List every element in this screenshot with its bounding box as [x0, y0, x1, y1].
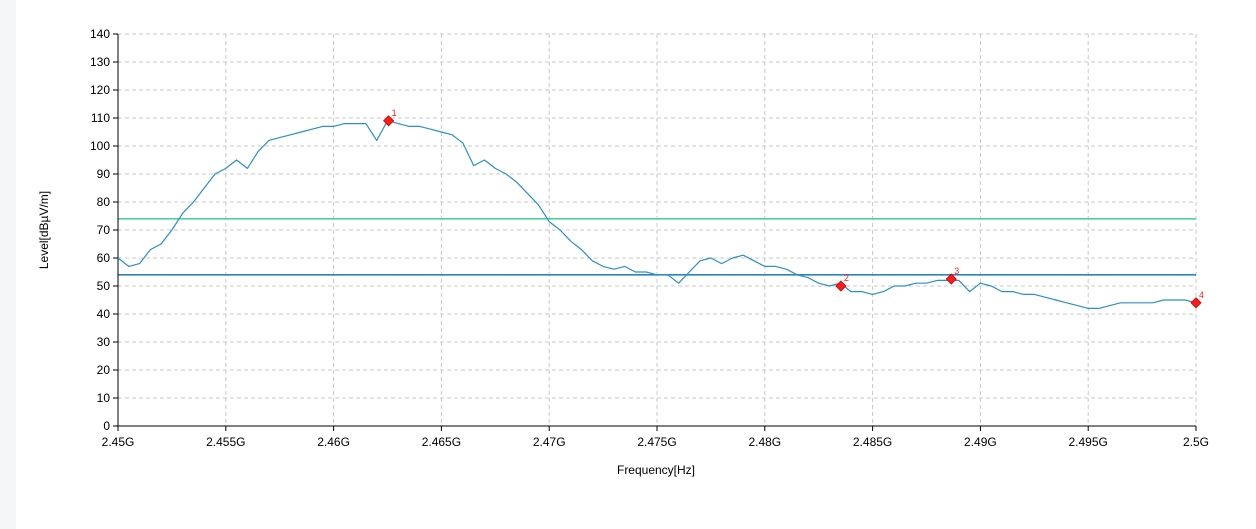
x-tick-label: 2.485G — [853, 435, 892, 449]
marker-label: 1 — [392, 108, 397, 118]
y-tick-label: 70 — [97, 223, 111, 237]
y-tick-label: 20 — [97, 363, 111, 377]
marker-1 — [383, 115, 395, 127]
y-tick-label: 100 — [90, 139, 110, 153]
grid — [118, 33, 1197, 426]
markers: 1 2 3 4 — [383, 108, 1204, 309]
axes: 0 10 20 30 40 50 60 70 80 90 100 110 120 130 140 2.45G 2… — [90, 27, 1209, 449]
marker-2 — [835, 280, 847, 292]
marker-label: 2 — [844, 273, 849, 283]
left-border-strip — [0, 0, 16, 529]
x-tick-label: 2.465G — [422, 435, 461, 449]
y-tick-label: 60 — [97, 251, 111, 265]
x-axis-title: Frequency[Hz] — [617, 463, 695, 477]
y-tick-label: 140 — [90, 27, 110, 41]
x-tick-label: 2.495G — [1069, 435, 1108, 449]
marker-3 — [945, 273, 957, 285]
y-tick-label: 10 — [97, 391, 111, 405]
x-tick-label: 2.5G — [1183, 435, 1209, 449]
y-tick-label: 120 — [90, 83, 110, 97]
x-tick-label: 2.48G — [748, 435, 781, 449]
y-tick-label: 90 — [97, 167, 111, 181]
series-layer — [117, 120, 1197, 309]
x-tick-label: 2.49G — [964, 435, 997, 449]
y-tick-label: 0 — [103, 419, 110, 433]
y-tick-label: 110 — [91, 111, 110, 125]
x-tick-label: 2.45G — [102, 435, 135, 449]
marker-label: 4 — [1199, 290, 1204, 300]
x-tick-label: 2.46G — [317, 435, 350, 449]
x-tick-label: 2.455G — [206, 435, 245, 449]
series-line — [117, 120, 1197, 309]
x-tick-label: 2.47G — [533, 435, 566, 449]
y-tick-label: 80 — [97, 195, 111, 209]
y-tick-label: 40 — [97, 307, 111, 321]
y-axis-title: Level[dBµV/m] — [37, 191, 51, 269]
marker-label: 3 — [954, 266, 959, 276]
y-tick-label: 30 — [97, 335, 111, 349]
y-tick-label: 130 — [90, 55, 110, 69]
marker-4 — [1190, 297, 1202, 309]
x-tick-label: 2.475G — [637, 435, 676, 449]
y-tick-label: 50 — [97, 279, 111, 293]
